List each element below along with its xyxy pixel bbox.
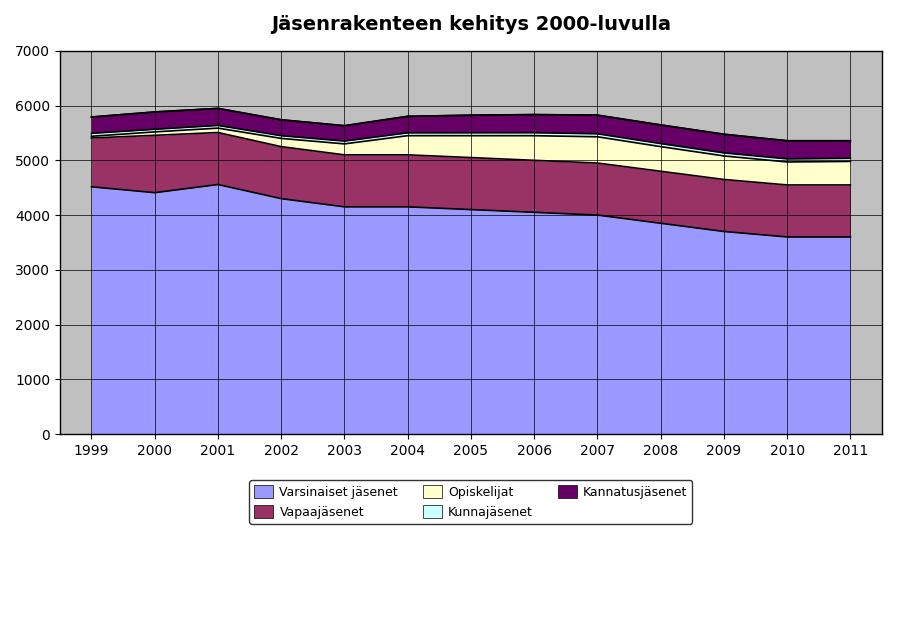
Title: Jäsenrakenteen kehitys 2000-luvulla: Jäsenrakenteen kehitys 2000-luvulla	[271, 15, 671, 34]
Legend: Varsinaiset jäsenet, Vapaajäsenet, Opiskelijat, Kunnajäsenet, Kannatusjäsenet: Varsinaiset jäsenet, Vapaajäsenet, Opisk…	[249, 480, 692, 524]
